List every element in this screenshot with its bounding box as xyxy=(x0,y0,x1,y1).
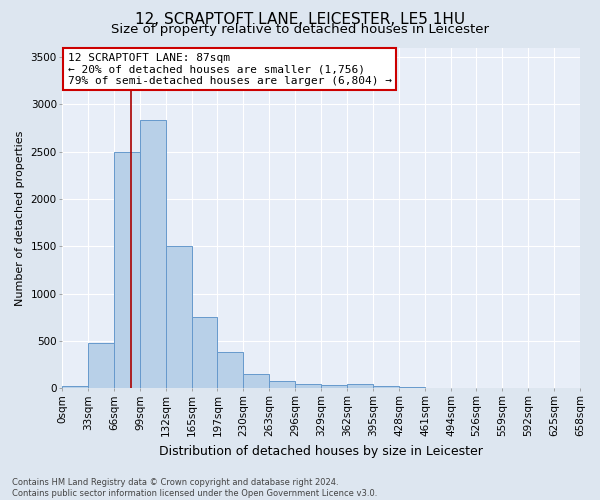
Bar xyxy=(114,152,140,388)
Bar xyxy=(295,384,321,388)
Bar xyxy=(192,318,217,388)
Bar xyxy=(217,352,243,389)
Text: Contains HM Land Registry data © Crown copyright and database right 2024.
Contai: Contains HM Land Registry data © Crown c… xyxy=(12,478,377,498)
Bar xyxy=(321,385,347,388)
Bar xyxy=(166,246,192,388)
X-axis label: Distribution of detached houses by size in Leicester: Distribution of detached houses by size … xyxy=(159,444,483,458)
Text: Size of property relative to detached houses in Leicester: Size of property relative to detached ho… xyxy=(111,24,489,36)
Bar xyxy=(373,386,399,388)
Text: 12 SCRAPTOFT LANE: 87sqm
← 20% of detached houses are smaller (1,756)
79% of sem: 12 SCRAPTOFT LANE: 87sqm ← 20% of detach… xyxy=(68,52,392,86)
Bar xyxy=(269,381,295,388)
Y-axis label: Number of detached properties: Number of detached properties xyxy=(15,130,25,306)
Bar xyxy=(88,344,114,388)
Bar xyxy=(399,387,425,388)
Text: 12, SCRAPTOFT LANE, LEICESTER, LE5 1HU: 12, SCRAPTOFT LANE, LEICESTER, LE5 1HU xyxy=(135,12,465,28)
Bar xyxy=(140,120,166,388)
Bar xyxy=(243,374,269,388)
Bar xyxy=(347,384,373,388)
Bar xyxy=(62,386,88,388)
